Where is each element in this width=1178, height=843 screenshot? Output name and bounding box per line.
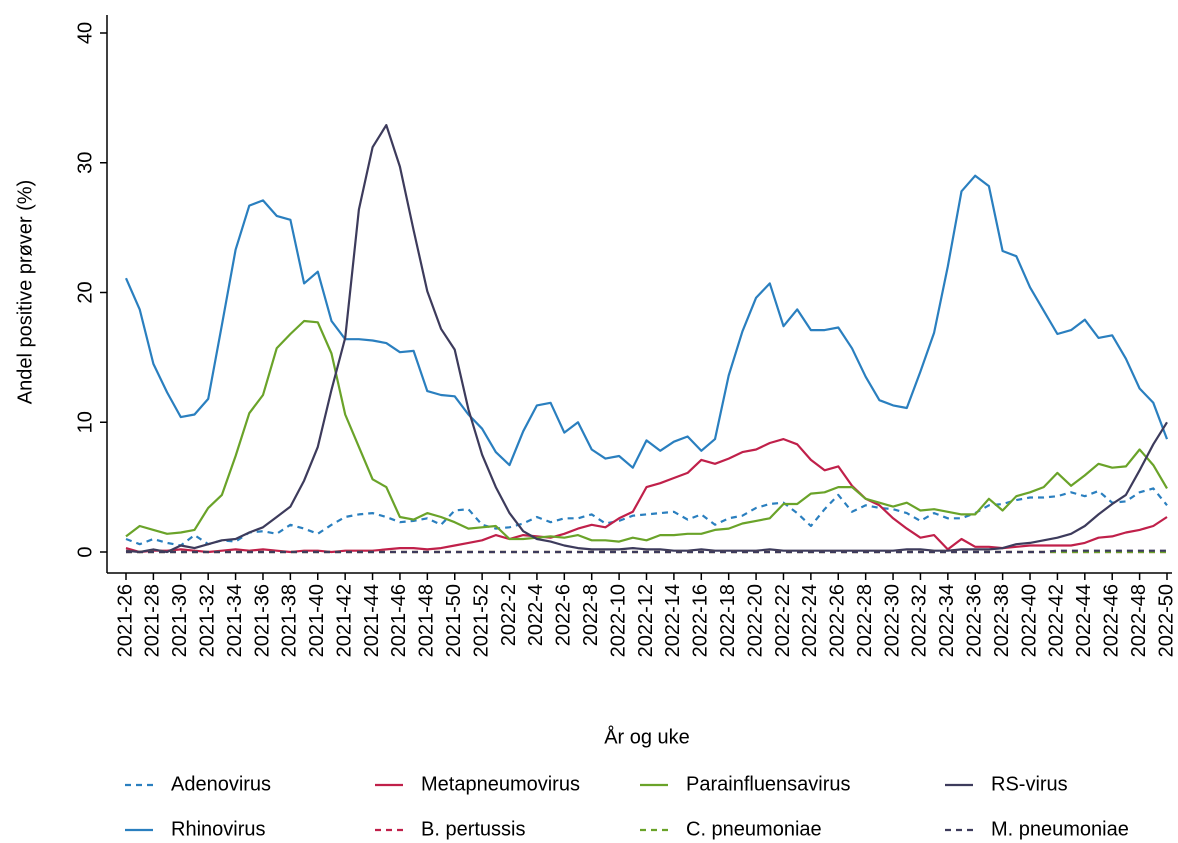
x-tick-label: 2022-22 [772, 584, 794, 657]
legend-label: RS-virus [991, 773, 1068, 795]
x-tick-label: 2022-42 [1046, 584, 1068, 657]
x-tick-label: 2022-44 [1073, 584, 1095, 657]
x-tick-label: 2021-34 [224, 584, 246, 657]
x-tick-label: 2022-48 [1128, 584, 1150, 657]
x-tick-label: 2021-44 [361, 584, 383, 657]
x-tick-label: 2022-16 [690, 584, 712, 657]
x-tick-label: 2021-32 [196, 584, 218, 657]
x-tick-label: 2022-12 [635, 584, 657, 657]
legend-label: M. pneumoniae [991, 818, 1129, 840]
y-tick-label: 10 [74, 411, 96, 433]
x-tick-label: 2022-2 [498, 584, 520, 646]
x-tick-label: 2022-18 [717, 584, 739, 657]
x-tick-label: 2021-46 [388, 584, 410, 657]
legend-label: Adenovirus [171, 773, 271, 795]
x-tick-label: 2022-32 [909, 584, 931, 657]
x-tick-label: 2022-40 [1018, 584, 1040, 657]
x-tick-label: 2022-28 [854, 584, 876, 657]
legend-label: B. pertussis [421, 818, 525, 840]
x-tick-label: 2021-30 [169, 584, 191, 657]
series-line [125, 319, 1168, 543]
x-tick-label: 2022-26 [827, 584, 849, 657]
y-axis-title: Andel positive prøver (%) [14, 180, 36, 405]
series-line [125, 438, 1168, 554]
y-tick-label: 20 [74, 281, 96, 303]
y-tick-label: 0 [74, 546, 96, 557]
x-tick-label: 2021-52 [470, 584, 492, 657]
x-tick-label: 2022-8 [580, 584, 602, 646]
x-tick-label: 2022-6 [553, 584, 575, 646]
x-tick-label: 2022-10 [607, 584, 629, 657]
x-tick-label: 2021-40 [306, 584, 328, 657]
x-axis-title: År og uke [604, 725, 690, 748]
legend-label: Parainfluensavirus [686, 773, 851, 795]
x-tick-label: 2021-26 [114, 584, 136, 657]
x-tick-label: 2021-48 [416, 584, 438, 657]
x-tick-label: 2022-38 [991, 584, 1013, 657]
legend-label: Rhinovirus [171, 818, 265, 840]
x-tick-label: 2022-4 [525, 584, 547, 646]
x-tick-label: 2021-50 [443, 584, 465, 657]
x-tick-label: 2022-34 [936, 584, 958, 657]
y-tick-label: 40 [74, 22, 96, 44]
x-tick-label: 2022-36 [964, 584, 986, 657]
x-tick-label: 2022-20 [744, 584, 766, 657]
x-tick-label: 2021-36 [251, 584, 273, 657]
x-tick-label: 2022-30 [881, 584, 903, 657]
x-tick-label: 2021-42 [333, 584, 355, 657]
x-tick-label: 2022-24 [799, 584, 821, 657]
legend-label: Metapneumovirus [421, 773, 580, 795]
x-tick-label: 2021-28 [142, 584, 164, 657]
legend-label: C. pneumoniae [686, 818, 822, 840]
series-line [126, 549, 1167, 554]
series-line [124, 174, 1169, 469]
x-tick-label: 2022-46 [1100, 584, 1122, 657]
x-tick-label: 2021-38 [279, 584, 301, 657]
series-line [125, 124, 1168, 554]
x-tick-label: 2022-14 [662, 584, 684, 657]
series-line [125, 487, 1168, 547]
x-tick-label: 2022-50 [1155, 584, 1177, 657]
y-tick-label: 30 [74, 152, 96, 174]
